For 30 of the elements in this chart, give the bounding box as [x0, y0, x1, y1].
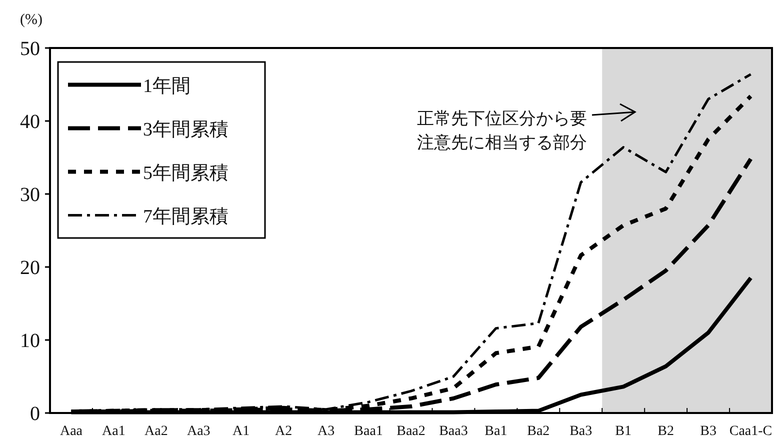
- annotation: 正常先下位区分から要: [417, 109, 587, 128]
- x-tick-label: Baa1: [354, 424, 383, 439]
- x-tick-label: B1: [615, 424, 632, 439]
- x-tick-label: B3: [700, 424, 716, 439]
- legend-label: 1年間: [143, 76, 190, 97]
- y-tick-label: 30: [20, 184, 40, 206]
- annotation: 注意先に相当する部分: [417, 133, 587, 152]
- x-tick-label: Aaa: [60, 424, 84, 439]
- x-tick-label: Baa3: [439, 424, 468, 439]
- y-axis-title: (%): [20, 12, 42, 28]
- legend-label: 5年間累積: [143, 162, 228, 184]
- x-tick-label: Aa2: [144, 424, 168, 439]
- y-tick-label: 50: [20, 38, 40, 60]
- x-tick-label: A3: [317, 424, 335, 439]
- x-tick-label: A1: [232, 424, 250, 439]
- x-tick-label: Aa3: [186, 424, 210, 439]
- x-tick-label: Caa1-C: [729, 424, 772, 439]
- y-tick-label: 20: [20, 257, 40, 279]
- y-tick-label: 40: [20, 111, 40, 133]
- x-tick-label: Aa1: [102, 424, 126, 439]
- y-tick-label: 0: [30, 403, 40, 425]
- x-tick-label: A2: [275, 424, 292, 439]
- x-tick-label: Ba1: [484, 424, 508, 439]
- legend-label: 7年間累積: [143, 206, 228, 228]
- x-tick-label: Baa2: [396, 424, 426, 439]
- x-tick-label: Ba3: [570, 424, 592, 439]
- x-tick-label: B2: [658, 424, 674, 439]
- legend-label: 3年間累積: [143, 119, 228, 140]
- y-tick-label: 10: [20, 330, 40, 352]
- x-tick-label: Ba2: [527, 424, 550, 439]
